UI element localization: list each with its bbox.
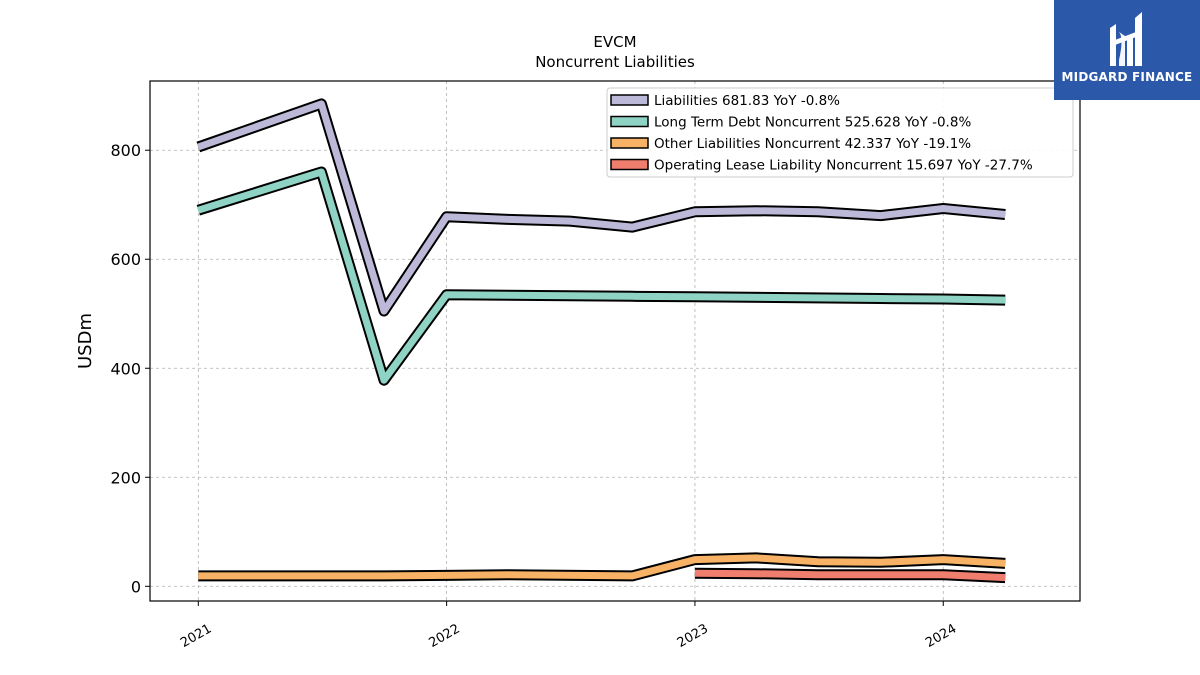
series-line-outline <box>196 166 1006 386</box>
y-tick-label: 600 <box>110 250 141 269</box>
legend-label: Long Term Debt Noncurrent 525.628 YoY -0… <box>654 115 971 131</box>
y-tick-label: 400 <box>110 359 141 378</box>
series-line <box>694 569 1006 582</box>
series-other-liabilities-noncurrent <box>198 552 1006 582</box>
legend-swatch <box>610 158 649 171</box>
series-lines <box>196 98 1006 584</box>
chart-title: EVCM <box>593 33 636 51</box>
y-tick-label: 800 <box>110 141 141 160</box>
logo-mark-icon <box>1110 12 1142 66</box>
y-axis-label: USDm <box>75 313 96 369</box>
legend-label: Operating Lease Liability Noncurrent 15.… <box>654 158 1033 174</box>
legend-label: Liabilities 681.83 YoY -0.8% <box>654 93 840 109</box>
series-line <box>198 554 1006 580</box>
legend-swatch <box>610 137 649 149</box>
y-tick-label: 0 <box>131 577 141 596</box>
series-long-term-debt-noncurrent <box>196 166 1006 386</box>
legend-swatch <box>610 115 649 128</box>
midgard-finance-logo: MIDGARD FINANCE <box>1054 0 1200 100</box>
series-line <box>197 100 1006 315</box>
legend-label: Other Liabilities Noncurrent 42.337 YoY … <box>654 136 971 152</box>
series-line <box>197 168 1006 384</box>
plot-frame <box>149 80 1081 602</box>
x-tick-label: 2023 <box>675 621 711 651</box>
x-tick-label: 2024 <box>923 621 959 651</box>
y-axis-ticks: 0 200 400 600 800 <box>110 141 150 596</box>
x-axis-ticks: 2021 2022 2023 2024 <box>178 601 959 651</box>
x-tick-label: 2021 <box>178 621 214 651</box>
series-operating-lease-liability-noncurrent <box>694 567 1006 584</box>
series-liabilities <box>196 98 1006 317</box>
x-tick-label: 2022 <box>426 621 462 651</box>
legend-swatch <box>610 94 649 106</box>
y-tick-label: 200 <box>110 468 141 487</box>
chart-subtitle: Noncurrent Liabilities <box>535 53 695 71</box>
logo-text: MIDGARD FINANCE <box>1061 70 1193 84</box>
legend-box <box>606 87 1074 178</box>
legend: Liabilities 681.83 YoY -0.8% Long Term De… <box>606 87 1074 178</box>
